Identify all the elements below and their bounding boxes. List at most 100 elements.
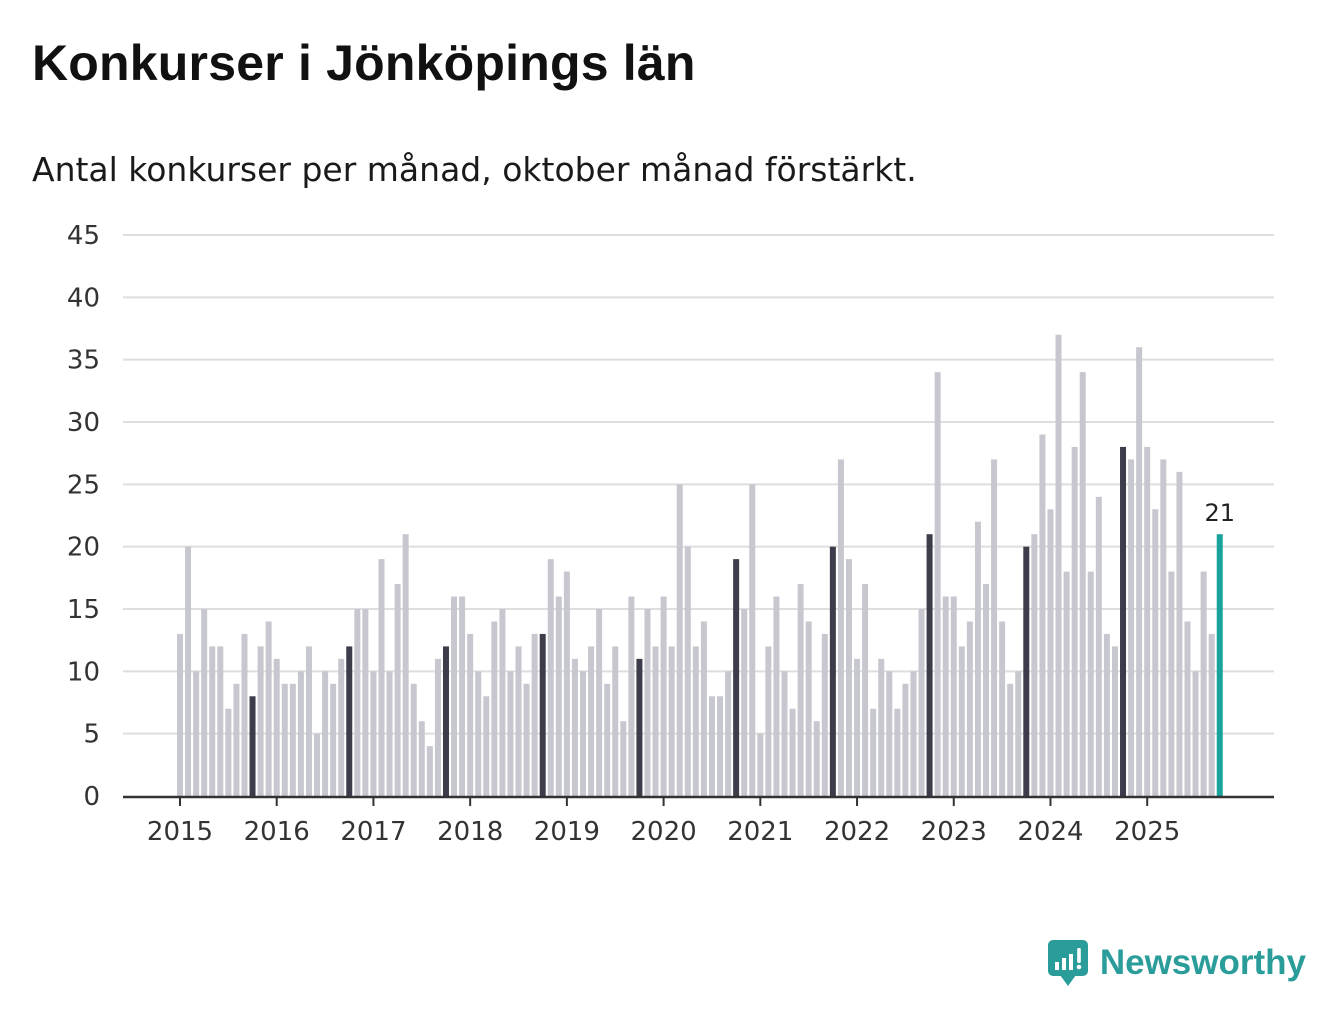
bar <box>241 633 248 796</box>
bar <box>426 746 433 796</box>
bar <box>845 559 852 796</box>
bar <box>757 733 764 796</box>
bar <box>644 609 651 796</box>
bar <box>314 733 321 796</box>
bar <box>1095 496 1102 796</box>
bars <box>177 334 1223 796</box>
bar <box>1071 446 1078 796</box>
bar <box>878 658 885 796</box>
bar <box>338 658 345 796</box>
bar <box>402 534 409 796</box>
bar <box>531 633 538 796</box>
bar <box>1168 571 1175 796</box>
bar <box>555 596 562 796</box>
bar-october <box>539 633 546 796</box>
bar <box>862 584 869 796</box>
x-tick-label: 2023 <box>921 817 987 847</box>
bar <box>765 646 772 796</box>
bar <box>1144 446 1151 796</box>
bar <box>459 596 466 796</box>
bar <box>386 671 393 796</box>
bar <box>362 609 369 796</box>
y-tick-label: 0 <box>83 782 100 812</box>
bar <box>1192 671 1199 796</box>
bar <box>821 633 828 796</box>
bar <box>1200 571 1207 796</box>
bar <box>394 584 401 796</box>
bar <box>225 708 232 796</box>
bar <box>523 683 530 796</box>
bar <box>612 646 619 796</box>
bar <box>991 459 998 796</box>
x-tick-label: 2019 <box>534 817 600 847</box>
bar <box>717 696 724 796</box>
bar <box>257 646 264 796</box>
bar <box>725 671 732 796</box>
bar <box>451 596 458 796</box>
bar-october <box>829 546 836 796</box>
bar <box>193 671 200 796</box>
y-tick-label: 30 <box>67 408 100 438</box>
bar <box>177 633 183 796</box>
bar <box>1103 633 1110 796</box>
data-labels: 21 <box>1204 499 1235 527</box>
y-tick-label: 40 <box>67 283 100 313</box>
bar <box>1184 621 1191 796</box>
x-tick-label: 2022 <box>824 817 890 847</box>
bar <box>467 633 474 796</box>
bar <box>434 658 441 796</box>
bar <box>676 484 683 796</box>
bar-october <box>1120 446 1127 796</box>
bar-october <box>249 696 256 796</box>
bar <box>999 621 1006 796</box>
bar <box>870 708 877 796</box>
x-tick-label: 2018 <box>437 817 503 847</box>
bar <box>1128 459 1135 796</box>
bar <box>217 646 224 796</box>
bar <box>700 621 707 796</box>
bar <box>410 683 417 796</box>
bar <box>620 721 627 796</box>
latest-value-label: 21 <box>1204 499 1235 527</box>
bar <box>910 671 917 796</box>
y-tick-label: 5 <box>83 720 100 750</box>
bar <box>652 646 659 796</box>
bar <box>491 621 498 796</box>
bar <box>1152 509 1159 796</box>
y-tick-label: 25 <box>67 470 100 500</box>
x-tick-label: 2016 <box>244 817 310 847</box>
bar <box>854 658 861 796</box>
y-axis-ticks: 0 5 10 15 20 25 30 35 40 45 <box>67 221 100 812</box>
chart-title: Konkurser i Jönköpings län <box>32 35 696 91</box>
x-axis-ticks: 2015 2016 2017 2018 2019 2020 2021 2022 2023 2024… <box>147 797 1180 847</box>
bar <box>805 621 812 796</box>
bar <box>1208 633 1215 796</box>
bar <box>289 683 296 796</box>
bar <box>563 571 570 796</box>
bar <box>273 658 280 796</box>
bar <box>233 683 240 796</box>
bar <box>1111 646 1118 796</box>
bar <box>571 658 578 796</box>
bar <box>837 459 844 796</box>
bar <box>515 646 522 796</box>
bar <box>330 683 337 796</box>
y-tick-label: 20 <box>67 533 100 563</box>
x-tick-label: 2024 <box>1017 817 1083 847</box>
bar <box>1039 434 1046 796</box>
bar <box>185 546 192 796</box>
y-tick-label: 45 <box>67 221 100 251</box>
bar <box>580 671 586 796</box>
bar <box>918 609 925 796</box>
brand-name: Newsworthy <box>1099 943 1306 982</box>
bar <box>322 671 329 796</box>
y-tick-label: 35 <box>67 346 100 376</box>
bar <box>305 646 312 796</box>
bar <box>983 584 989 796</box>
bar <box>1055 334 1062 796</box>
bar <box>942 596 949 796</box>
bar <box>781 671 788 796</box>
bar <box>1007 683 1014 796</box>
bar-october <box>1216 534 1223 796</box>
